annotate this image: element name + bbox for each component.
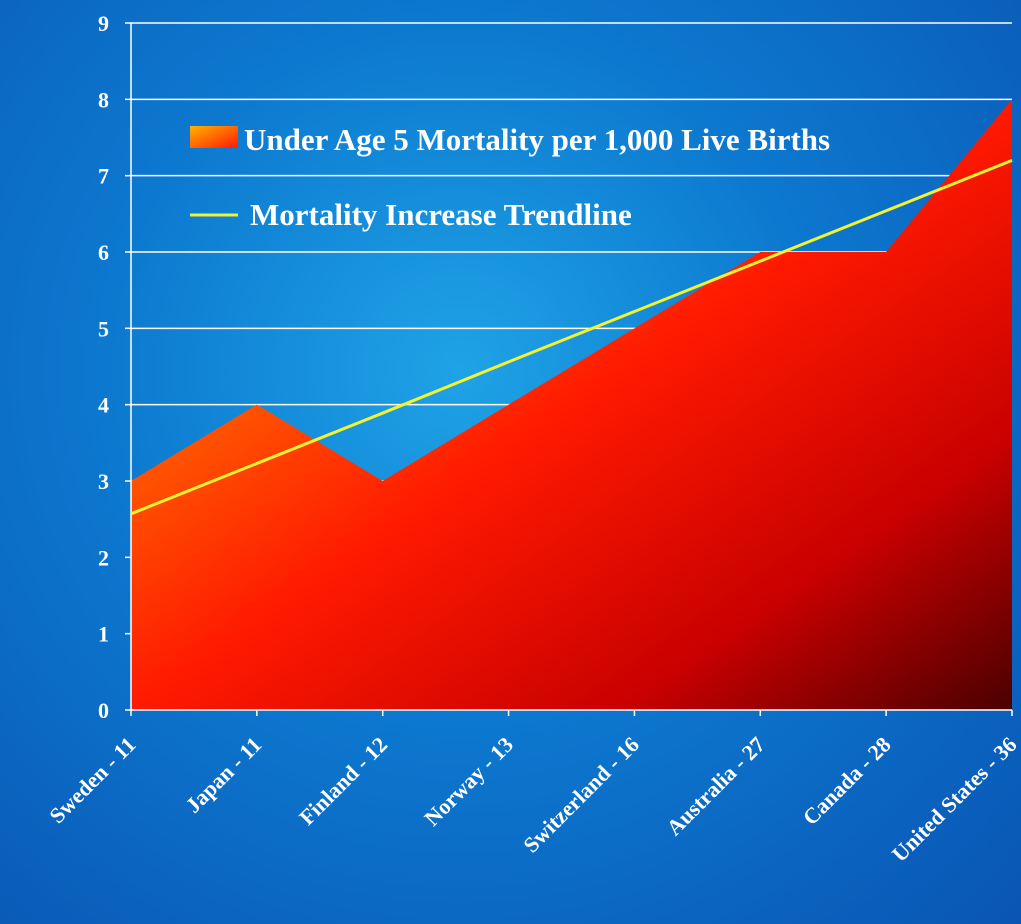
y-tick-label: 8 bbox=[98, 87, 109, 112]
legend-label-trendline: Mortality Increase Trendline bbox=[250, 197, 632, 232]
legend-swatch-area bbox=[190, 126, 238, 148]
y-tick-label: 7 bbox=[98, 164, 109, 189]
x-tick-label: Switzerland - 16 bbox=[518, 732, 644, 858]
y-tick-label: 4 bbox=[98, 393, 109, 418]
y-tick-label: 0 bbox=[98, 698, 109, 723]
y-tick-label: 6 bbox=[98, 240, 109, 265]
y-tick-label: 1 bbox=[98, 622, 109, 647]
x-axis-ticks: Sweden - 11 Japan - 11 Finland - 12 Norway … bbox=[44, 732, 1021, 867]
legend: Under Age 5 Mortality per 1,000 Live Bir… bbox=[190, 122, 830, 232]
x-tick-label: Australia - 27 bbox=[661, 732, 769, 840]
x-tick-label: Norway - 13 bbox=[419, 732, 518, 831]
y-tick-label: 5 bbox=[98, 316, 109, 341]
y-tick-label: 3 bbox=[98, 469, 109, 494]
trendline-series bbox=[130, 159, 1013, 516]
x-tick-label: United States - 36 bbox=[887, 732, 1021, 867]
y-tick-label: 2 bbox=[98, 545, 109, 570]
trendline bbox=[130, 159, 1013, 516]
x-tick-label: Canada - 28 bbox=[798, 732, 896, 830]
area-series bbox=[131, 99, 1012, 711]
x-tick-label: Finland - 12 bbox=[294, 732, 392, 830]
y-axis-ticks: 0 1 2 3 4 5 6 7 8 9 bbox=[98, 11, 109, 723]
y-tick-label: 9 bbox=[98, 11, 109, 36]
area-series-fill bbox=[131, 99, 1012, 711]
legend-label-area: Under Age 5 Mortality per 1,000 Live Bir… bbox=[244, 122, 830, 157]
x-tick-label: Sweden - 11 bbox=[44, 732, 140, 828]
axes bbox=[125, 22, 1013, 716]
x-tick-label: Japan - 11 bbox=[180, 732, 266, 818]
